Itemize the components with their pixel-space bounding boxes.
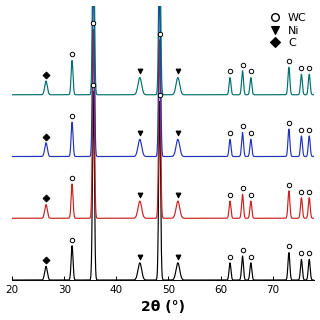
X-axis label: 2θ (°): 2θ (°)	[141, 300, 185, 315]
Legend: WC, Ni, C: WC, Ni, C	[261, 11, 309, 50]
